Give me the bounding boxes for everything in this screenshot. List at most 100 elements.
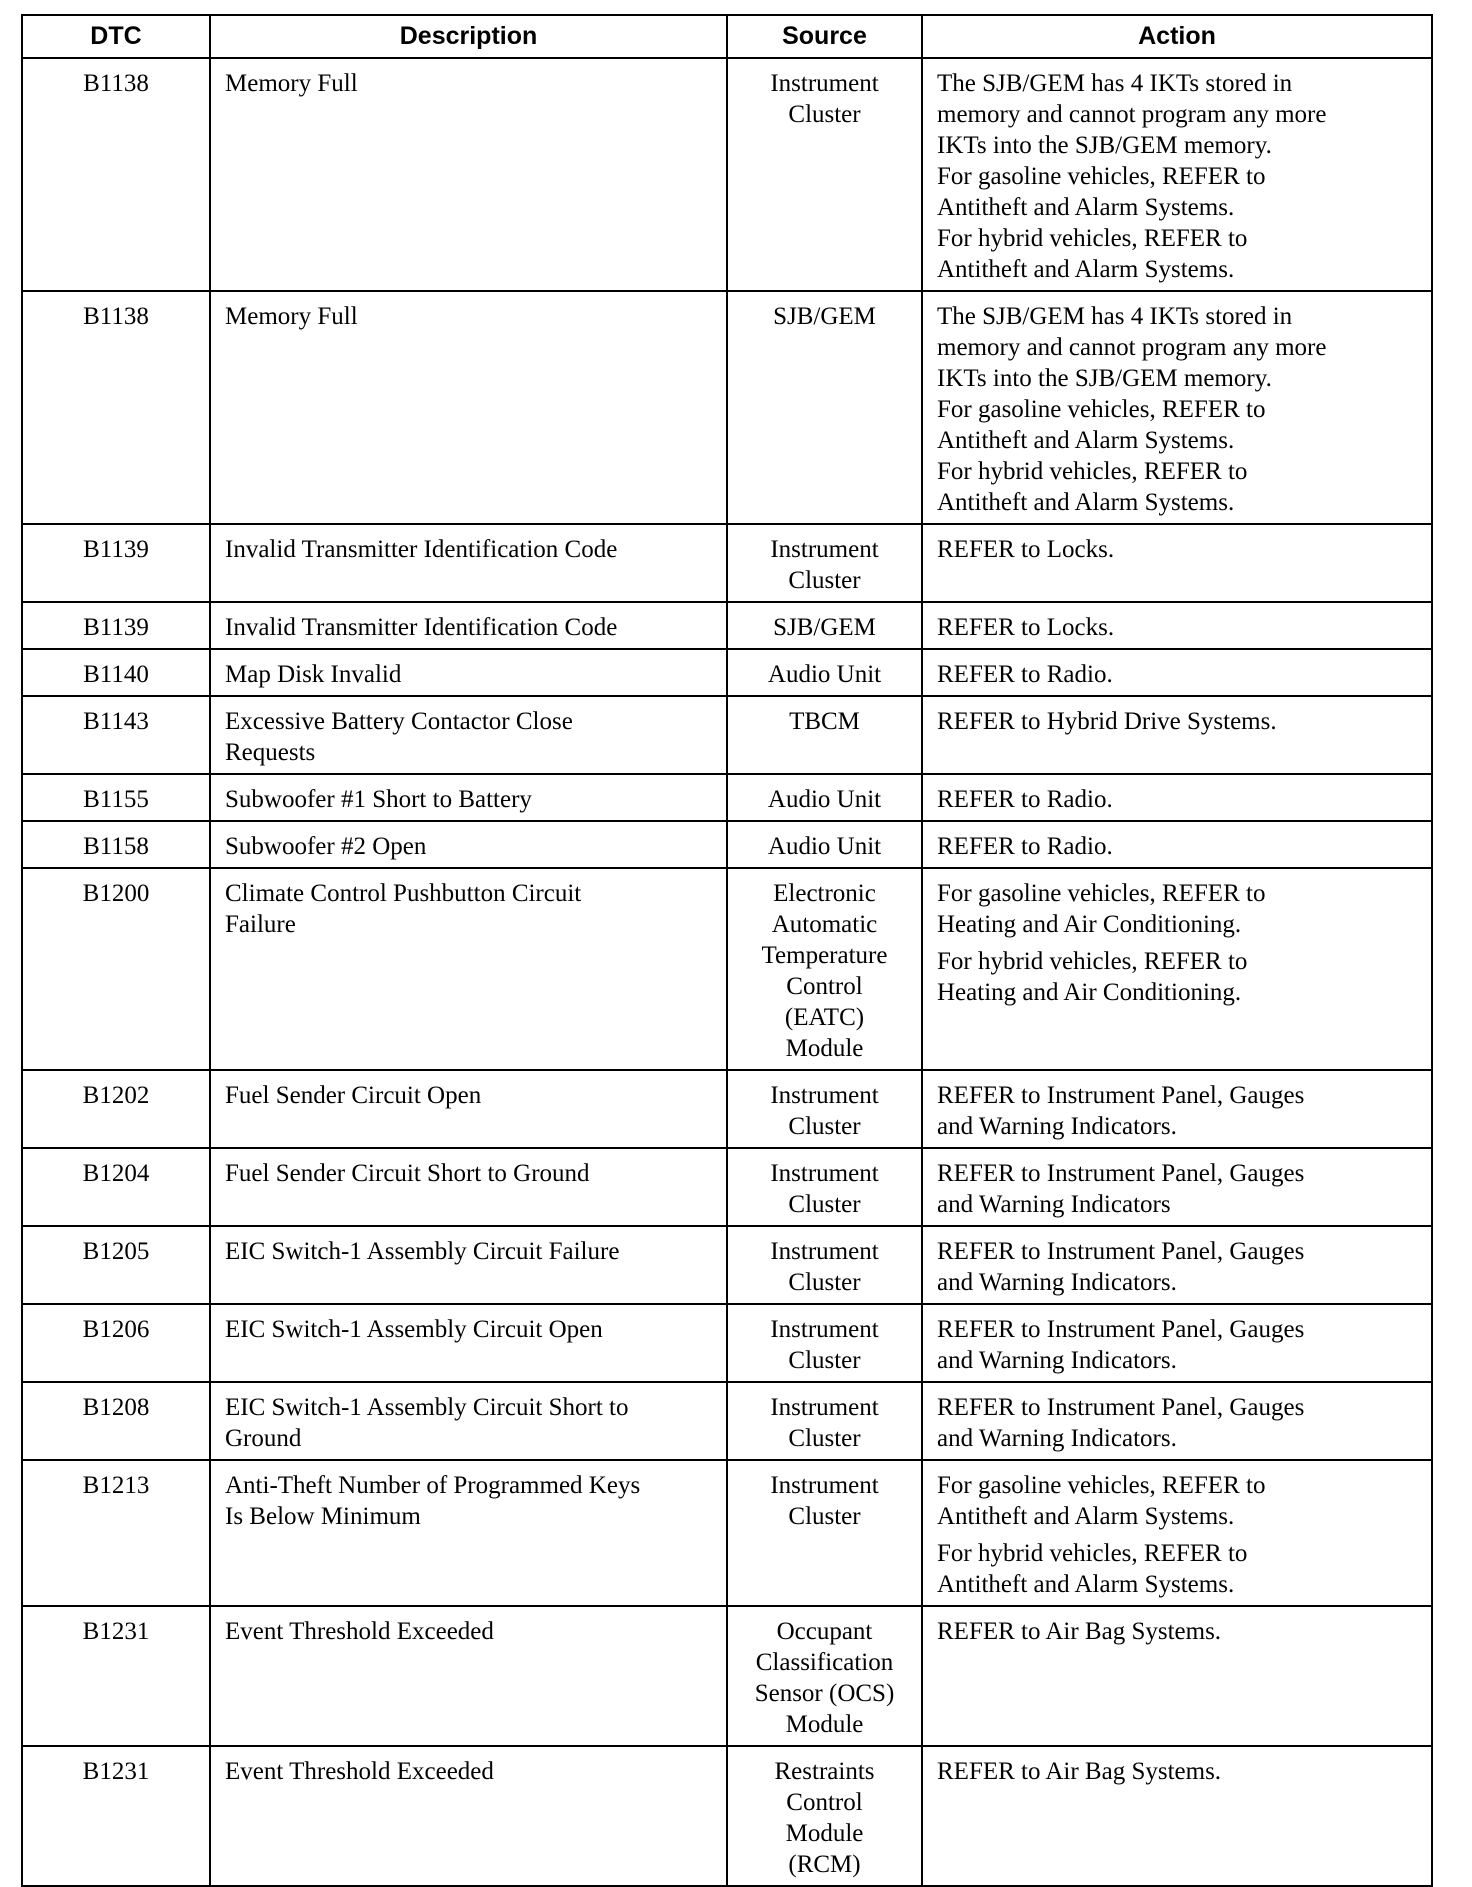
source-cell-line: Instrument	[770, 1082, 879, 1109]
action-cell-line: Heating and Air Conditioning.	[937, 911, 1242, 938]
action-cell-line: REFER to Radio.	[937, 786, 1113, 813]
description-cell: EIC Switch-1 Assembly Circuit Open	[209, 1303, 728, 1383]
source-cell-line: Sensor (OCS)	[754, 1680, 895, 1707]
description-cell-line: Invalid Transmitter Identification Code	[225, 614, 618, 641]
description-cell-line: Is Below Minimum	[225, 1503, 421, 1530]
table-row: B1231 Event Threshold Exceeded Occupant Cla…	[21, 1605, 1433, 1747]
action-cell-line: REFER to Instrument Panel, Gauges	[937, 1238, 1305, 1265]
description-cell: Excessive Battery Contactor Close Request…	[209, 695, 728, 775]
source-cell-line: SJB/GEM	[773, 614, 876, 641]
source-cell-line: Automatic	[771, 911, 878, 938]
action-cell-line: REFER to Instrument Panel, Gauges	[937, 1316, 1305, 1343]
source-cell-line: Module	[785, 1711, 864, 1738]
action-paragraph: REFER to Instrument Panel, Gauges and War…	[937, 1236, 1417, 1298]
table-row: B1200 Climate Control Pushbutton Circuit F…	[21, 867, 1433, 1071]
action-cell-line: Antitheft and Alarm Systems.	[937, 1571, 1235, 1598]
dtc-cell: B1202	[21, 1069, 211, 1149]
action-cell-line: For gasoline vehicles, REFER to	[937, 880, 1266, 907]
action-paragraph: REFER to Instrument Panel, Gauges and War…	[937, 1392, 1417, 1454]
action-cell-line: REFER to Radio.	[937, 661, 1113, 688]
action-cell: REFER to Radio.	[921, 773, 1433, 822]
header-row: DTC Description Source Action	[21, 14, 1433, 59]
action-cell-line: The SJB/GEM has 4 IKTs stored in	[937, 303, 1293, 330]
action-cell-line: and Warning Indicators	[937, 1191, 1171, 1218]
source-cell-line: Cluster	[788, 1191, 861, 1218]
action-cell: REFER to Radio.	[921, 820, 1433, 869]
dtc-cell: B1140	[21, 648, 211, 697]
action-paragraph: For gasoline vehicles, REFER to Heating a…	[937, 878, 1417, 940]
description-cell-line: Map Disk Invalid	[225, 661, 402, 688]
action-cell: REFER to Air Bag Systems.	[921, 1745, 1433, 1887]
table-row: B1205 EIC Switch-1 Assembly Circuit Failu…	[21, 1225, 1433, 1305]
table-row: B1158 Subwoofer #2 Open Audio Unit REFER to…	[21, 820, 1433, 869]
dtc-table: DTC Description Source Action B1138 Memor…	[21, 14, 1433, 1887]
action-cell: REFER to Instrument Panel, Gauges and War…	[921, 1381, 1433, 1461]
action-cell-line: REFER to Instrument Panel, Gauges	[937, 1082, 1305, 1109]
source-cell-line: Cluster	[788, 1269, 861, 1296]
dtc-cell: B1138	[21, 57, 211, 292]
description-cell-line: Excessive Battery Contactor Close	[225, 708, 573, 735]
source-cell-line: Cluster	[788, 1503, 861, 1530]
description-cell: Fuel Sender Circuit Open	[209, 1069, 728, 1149]
dtc-cell: B1231	[21, 1605, 211, 1747]
action-cell-line: and Warning Indicators.	[937, 1347, 1177, 1374]
action-paragraph: REFER to Instrument Panel, Gauges and War…	[937, 1080, 1417, 1142]
source-cell-line: Instrument	[770, 536, 879, 563]
action-cell: REFER to Instrument Panel, Gauges and War…	[921, 1069, 1433, 1149]
action-cell: For gasoline vehicles, REFER to Antitheft…	[921, 1459, 1433, 1607]
action-cell-line: Antitheft and Alarm Systems.	[937, 427, 1235, 454]
description-cell-line: Climate Control Pushbutton Circuit	[225, 880, 582, 907]
table-row: B1140 Map Disk Invalid Audio Unit REFER to …	[21, 648, 1433, 697]
source-cell-line: Instrument	[770, 1472, 879, 1499]
source-cell: Instrument Cluster	[726, 1381, 923, 1461]
source-cell-line: Audio Unit	[767, 786, 882, 813]
dtc-cell: B1204	[21, 1147, 211, 1227]
source-cell-line: Instrument	[770, 1160, 879, 1187]
source-cell-line: Audio Unit	[767, 661, 882, 688]
description-cell-line: Fuel Sender Circuit Open	[225, 1082, 482, 1109]
source-cell-line: Control	[786, 1789, 863, 1816]
action-cell-line: Antitheft and Alarm Systems.	[937, 1503, 1235, 1530]
dtc-cell: B1231	[21, 1745, 211, 1887]
action-cell-line: Antitheft and Alarm Systems.	[937, 489, 1235, 516]
header-source: Source	[726, 14, 923, 59]
description-cell-line: Event Threshold Exceeded	[225, 1758, 494, 1785]
action-cell: The SJB/GEM has 4 IKTs stored in memory a…	[921, 290, 1433, 525]
action-cell-line: IKTs into the SJB/GEM memory.	[937, 365, 1272, 392]
action-cell: For gasoline vehicles, REFER to Heating a…	[921, 867, 1433, 1071]
table-row: B1139 Invalid Transmitter Identification …	[21, 601, 1433, 650]
action-paragraph: REFER to Locks.	[937, 534, 1417, 565]
source-cell: Restraints Control Module (RCM)	[726, 1745, 923, 1887]
source-cell-line: Module	[785, 1820, 864, 1847]
header-dtc: DTC	[21, 14, 211, 59]
description-cell-line: Fuel Sender Circuit Short to Ground	[225, 1160, 590, 1187]
source-cell: SJB/GEM	[726, 601, 923, 650]
source-cell: Electronic Automatic Temperature Control (EA…	[726, 867, 923, 1071]
source-cell-line: Classification	[755, 1649, 894, 1676]
dtc-cell: B1206	[21, 1303, 211, 1383]
dtc-cell: B1200	[21, 867, 211, 1071]
description-cell-line: EIC Switch-1 Assembly Circuit Open	[225, 1316, 603, 1343]
source-cell-line: Module	[785, 1035, 864, 1062]
source-cell-line: TBCM	[789, 708, 860, 735]
description-cell: Subwoofer #1 Short to Battery	[209, 773, 728, 822]
description-cell-line: Subwoofer #2 Open	[225, 833, 427, 860]
action-cell: REFER to Radio.	[921, 648, 1433, 697]
source-cell-line: SJB/GEM	[773, 303, 876, 330]
table-row: B1143 Excessive Battery Contactor Close Re…	[21, 695, 1433, 775]
action-cell: REFER to Instrument Panel, Gauges and War…	[921, 1225, 1433, 1305]
source-cell: Instrument Cluster	[726, 523, 923, 603]
action-cell-line: For gasoline vehicles, REFER to	[937, 1472, 1266, 1499]
action-cell-line: and Warning Indicators.	[937, 1113, 1177, 1140]
table-row: B1202 Fuel Sender Circuit Open Instrument C…	[21, 1069, 1433, 1149]
action-cell: REFER to Locks.	[921, 601, 1433, 650]
action-cell-line: REFER to Hybrid Drive Systems.	[937, 708, 1277, 735]
description-cell: Map Disk Invalid	[209, 648, 728, 697]
description-cell: Event Threshold Exceeded	[209, 1605, 728, 1747]
description-cell-line: Failure	[225, 911, 296, 938]
description-cell: Fuel Sender Circuit Short to Ground	[209, 1147, 728, 1227]
source-cell: Instrument Cluster	[726, 1459, 923, 1607]
dtc-cell: B1213	[21, 1459, 211, 1607]
action-cell-line: REFER to Locks.	[937, 536, 1115, 563]
table-row: B1155 Subwoofer #1 Short to Battery Audio …	[21, 773, 1433, 822]
